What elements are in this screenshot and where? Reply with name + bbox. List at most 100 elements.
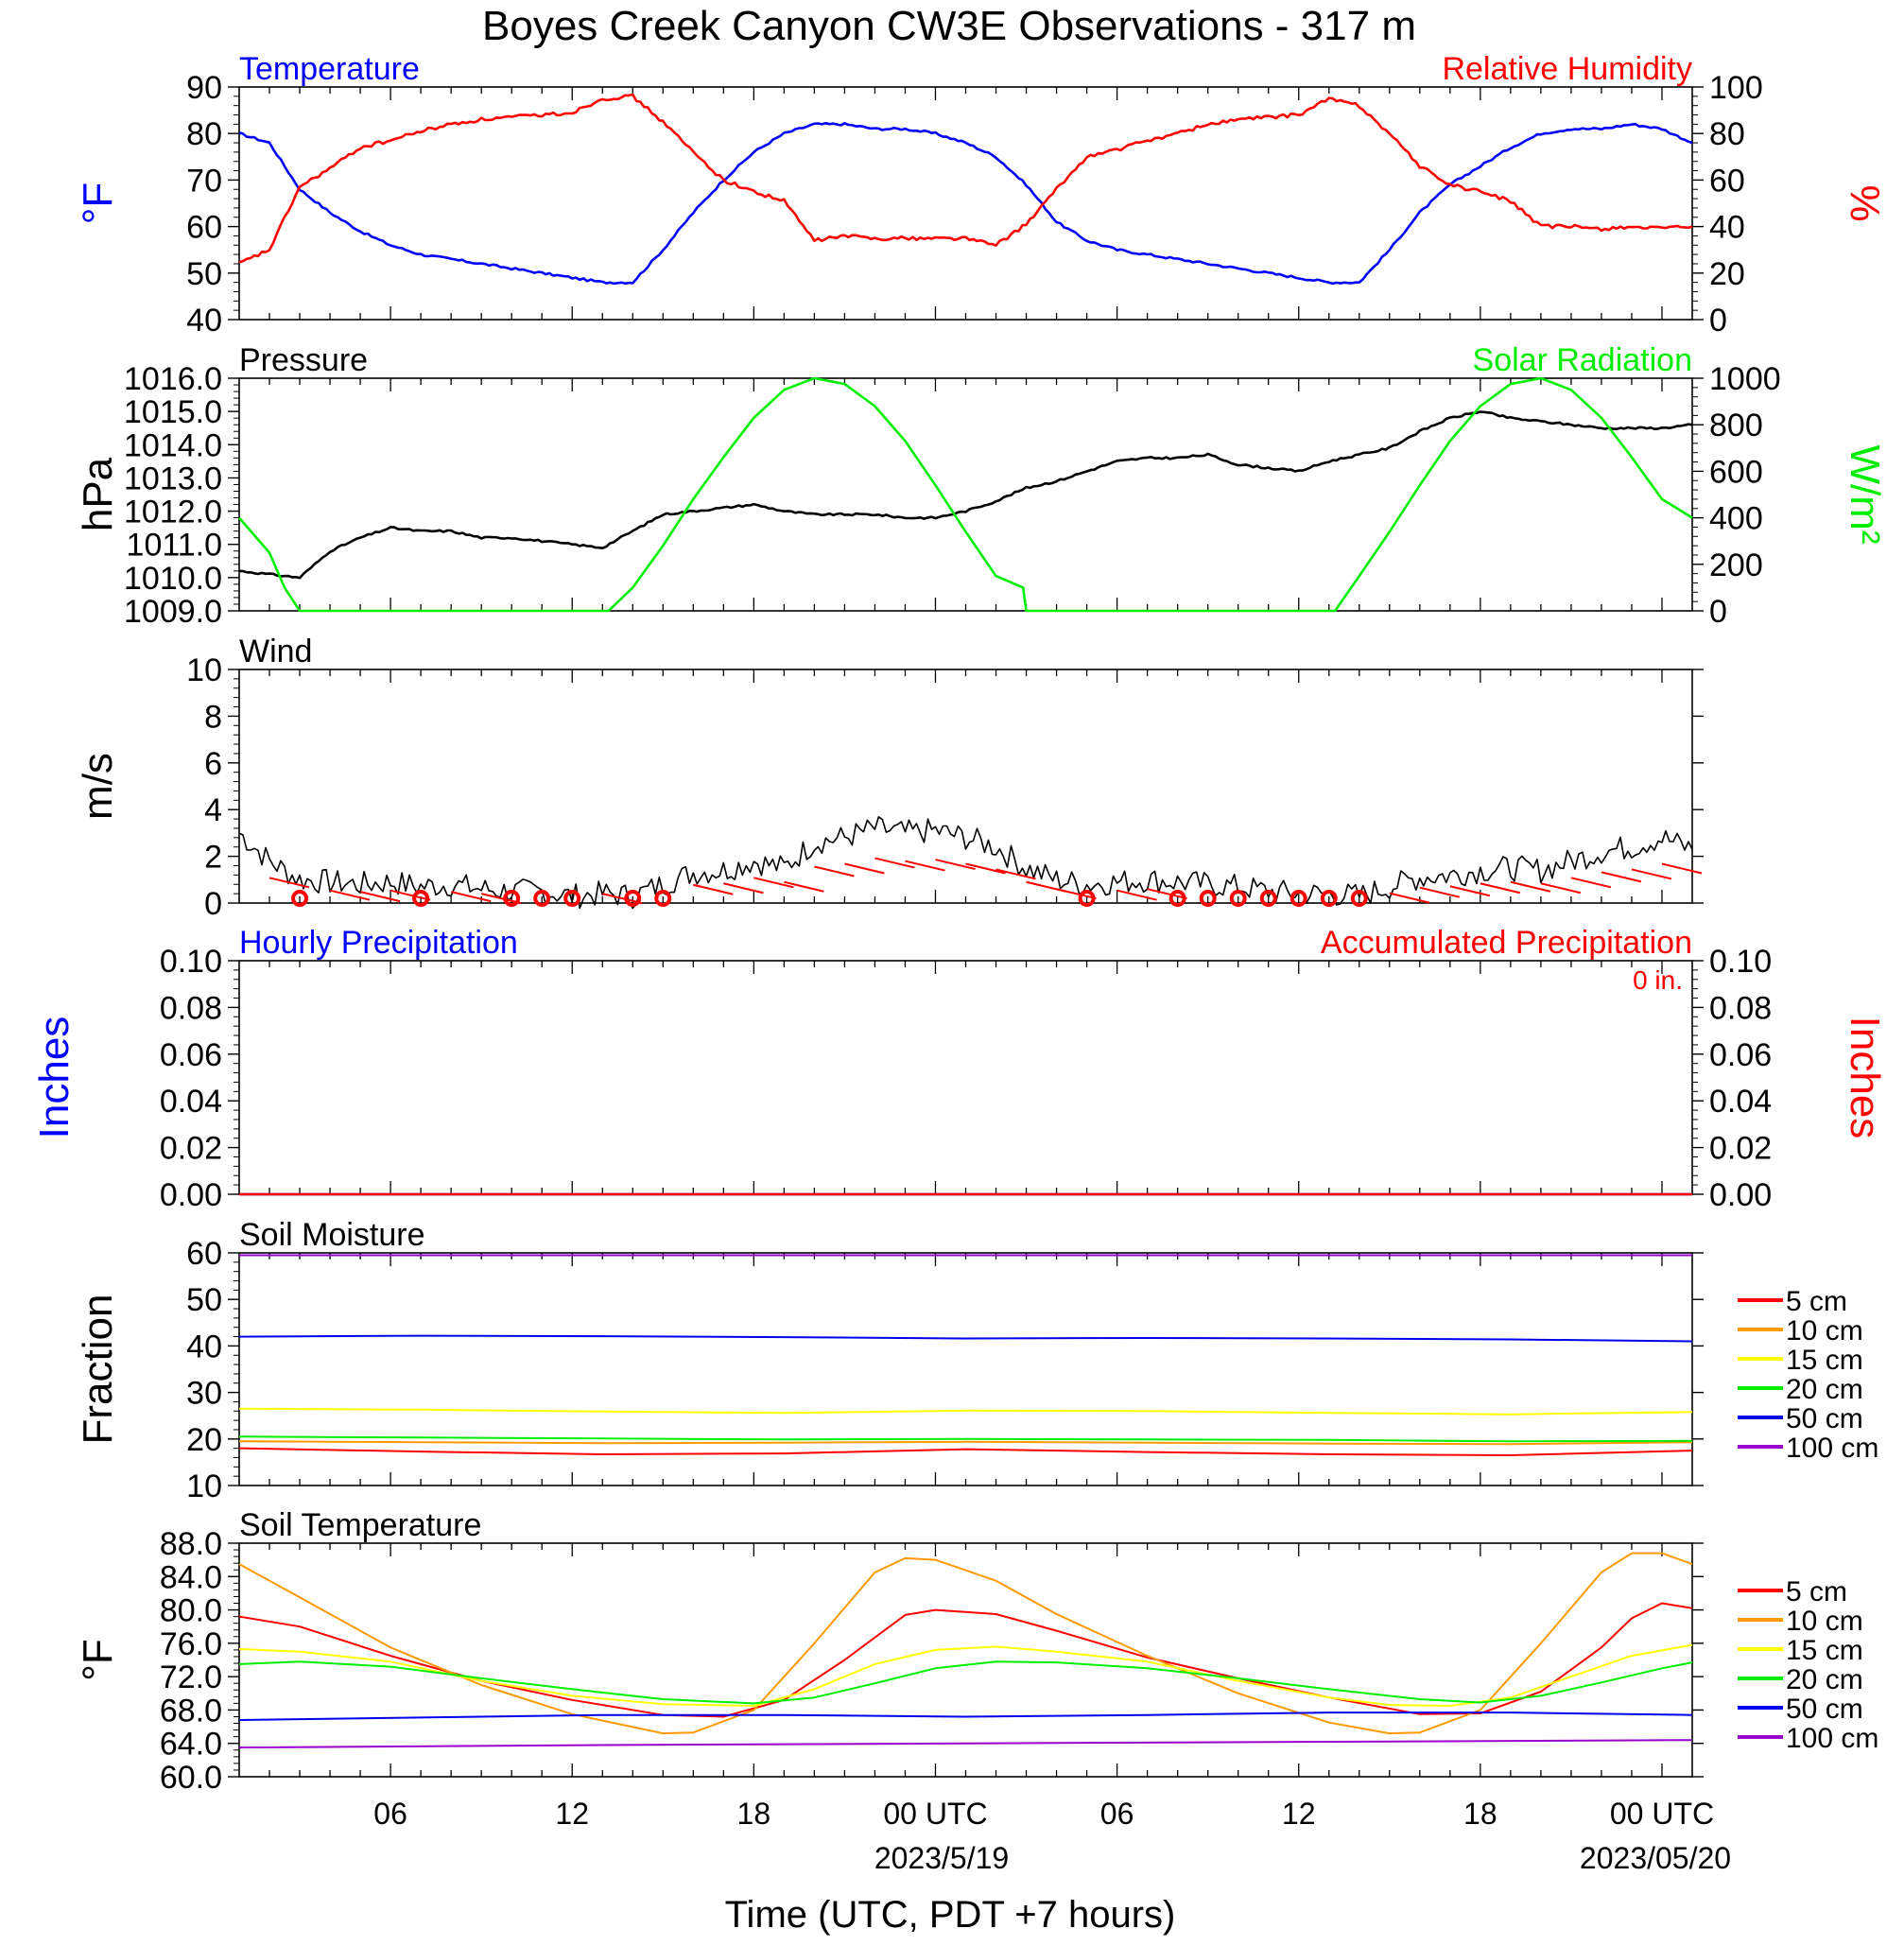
- panel-pressure_solar: 1016.01015.01014.01013.01012.01011.01010…: [75, 342, 1888, 630]
- y-tick-label-left: 76.0: [160, 1626, 222, 1662]
- calm-marker: [654, 890, 672, 908]
- y-tick-label-left: 80.0: [160, 1593, 222, 1629]
- y-axis-label-left: °F: [75, 1639, 121, 1680]
- calm-marker: [291, 890, 309, 908]
- wind-barb: [935, 859, 976, 871]
- y-tick-label-right: 60: [1709, 163, 1745, 199]
- y-tick-label-left: 1013.0: [124, 460, 222, 496]
- wind-barb: [1480, 882, 1521, 895]
- x-axis-ticks: [268, 1543, 1663, 1777]
- series-group: [238, 816, 1693, 910]
- y-tick-label-left: 50: [186, 256, 222, 292]
- x-axis-ticks: [268, 1253, 1663, 1486]
- wind-barb: [874, 857, 915, 869]
- date-label-2: 2023/05/20: [1580, 1841, 1731, 1875]
- calm-marker: [1320, 890, 1338, 908]
- y-tick-label-left: 0.04: [160, 1084, 222, 1120]
- y-tick-label-right: 0: [1709, 303, 1727, 339]
- wind-barb: [1540, 882, 1582, 895]
- y-axis-label-right: W/m²: [1842, 444, 1888, 544]
- y-axis-label-left: m/s: [75, 753, 121, 820]
- series-line-10-cm: [238, 1440, 1693, 1446]
- x-axis-label: Time (UTC, PDT +7 hours): [725, 1894, 1176, 1936]
- legend-label: 100 cm: [1786, 1433, 1878, 1464]
- legend-label: 100 cm: [1786, 1723, 1878, 1754]
- y-axis-label-left: °F: [75, 182, 121, 224]
- wind-barb: [1056, 888, 1097, 900]
- wind-barb: [723, 882, 764, 895]
- series-line-relative-humidity: [238, 93, 1693, 264]
- y-axis-label-right: Inches: [1842, 1016, 1888, 1139]
- calm-marker: [563, 890, 581, 908]
- y-tick-label-left: 10: [186, 652, 222, 688]
- calm-marker: [1259, 890, 1277, 908]
- legend-label: 15 cm: [1786, 1345, 1863, 1376]
- x-tick-label: 12: [1282, 1797, 1316, 1831]
- y-tick-label-right: 600: [1709, 454, 1763, 490]
- y-tick-label-left: 40: [186, 303, 222, 339]
- plot-frame: [238, 1252, 1693, 1486]
- y-tick-label-left: 60: [186, 1236, 222, 1272]
- series-group: [238, 376, 1693, 613]
- series-line-5-cm: [238, 1602, 1693, 1718]
- y-tick-label-left: 0: [204, 886, 222, 922]
- calm-marker: [1350, 890, 1368, 908]
- legend-label: 5 cm: [1786, 1576, 1847, 1607]
- wind-markers: [268, 857, 1703, 908]
- plot-frame: [238, 86, 1693, 321]
- wind-barb: [359, 891, 401, 903]
- panel-title-right: Relative Humidity: [1442, 51, 1692, 87]
- y-tick-label-left: 0.08: [160, 990, 222, 1026]
- series-line-50-cm: [238, 1334, 1693, 1343]
- y-tick-label-left: 0.10: [160, 944, 222, 980]
- plot-frame: [238, 669, 1693, 904]
- chart-title: Boyes Creek Canyon CW3E Observations - 3…: [482, 3, 1416, 49]
- accumulated-value: 0 in.: [1633, 965, 1683, 995]
- y-tick-label-right: 100: [1709, 70, 1763, 106]
- panel-wind: 10 8 6 4 2 0 Wind m/s: [75, 634, 1704, 922]
- series-line-temperature: [238, 122, 1693, 286]
- wind-barb: [753, 877, 794, 889]
- wind-barb: [693, 883, 734, 895]
- series-line-100-cm: [238, 1739, 1693, 1749]
- series-group: [238, 93, 1693, 286]
- panel-title-left: Hourly Precipitation: [239, 925, 518, 961]
- series-group: [238, 1552, 1693, 1749]
- wind-barb: [965, 862, 1006, 875]
- wind-barb: [1570, 877, 1612, 889]
- y-tick-label-left: 84.0: [160, 1559, 222, 1595]
- wind-barb: [1419, 886, 1461, 898]
- legend-label: 20 cm: [1786, 1664, 1863, 1695]
- y-tick-label-left: 4: [204, 792, 222, 828]
- panel-title-left: Pressure: [239, 342, 368, 378]
- x-tick-label: 06: [373, 1797, 407, 1831]
- panel-title-right: Accumulated Precipitation: [1321, 925, 1692, 961]
- y-axis-label-left: hPa: [75, 457, 121, 531]
- y-tick-label-left: 10: [186, 1468, 222, 1504]
- y-tick-label-left: 1011.0: [127, 528, 222, 564]
- y-tick-label-left: 70: [186, 163, 222, 199]
- wind-barb: [1601, 871, 1642, 883]
- y-tick-label-right: 0.06: [1709, 1037, 1772, 1073]
- y-tick-label-left: 1010.0: [124, 561, 222, 597]
- x-axis-ticks: [268, 378, 1663, 611]
- wind-barb: [1389, 892, 1430, 904]
- y-tick-label-left: 64.0: [160, 1727, 222, 1763]
- wind-barb: [389, 889, 431, 901]
- y-tick-label-right: 20: [1709, 256, 1745, 292]
- series-line-20-cm: [238, 1660, 1693, 1705]
- x-tick-label: 18: [1463, 1797, 1497, 1831]
- wind-barb: [814, 865, 855, 877]
- calm-marker: [1199, 890, 1217, 908]
- series-line-15-cm: [238, 1643, 1693, 1707]
- y-tick-label-left: 0.06: [160, 1037, 222, 1073]
- wind-barb: [1147, 888, 1187, 900]
- y-tick-label-right: 1000: [1709, 361, 1781, 397]
- y-tick-label-left: 90: [186, 70, 222, 106]
- wind-barb: [1661, 862, 1703, 875]
- wind-barb: [602, 893, 643, 905]
- wind-barb: [905, 860, 945, 872]
